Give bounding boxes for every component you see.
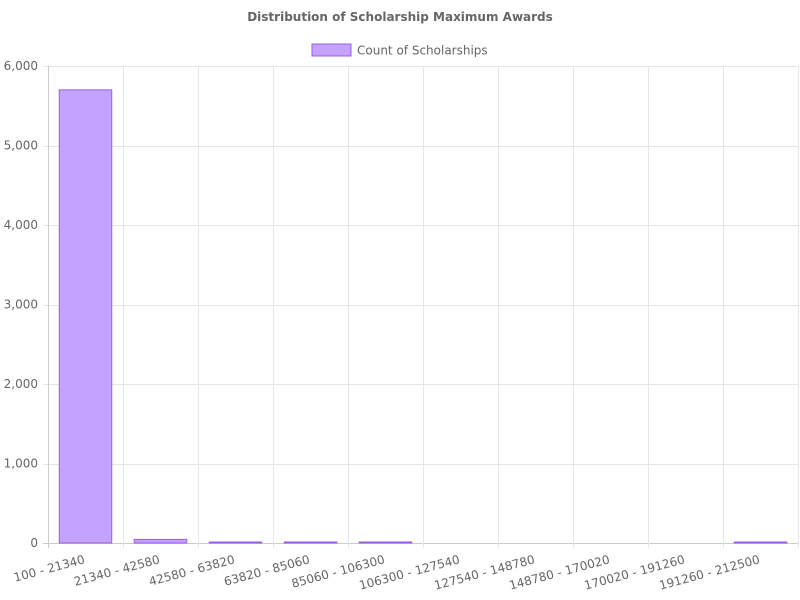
gridlines — [43, 66, 799, 548]
y-tick-label: 0 — [30, 536, 38, 550]
bar[interactable] — [58, 89, 113, 544]
y-axis-ticks: 0 1,000 2,000 3,000 4,000 5,000 6,000 — [4, 59, 38, 550]
legend[interactable]: Count of Scholarships — [311, 43, 488, 58]
legend-swatch — [311, 43, 352, 57]
y-tick-label: 6,000 — [4, 59, 38, 73]
y-tick-label: 5,000 — [4, 139, 38, 153]
bar[interactable] — [208, 541, 263, 544]
x-tick-label: 21340 - 42580 — [72, 552, 161, 588]
x-tick-label: 42580 - 63820 — [147, 552, 236, 588]
bar[interactable] — [358, 541, 413, 544]
y-tick-label: 1,000 — [4, 457, 38, 471]
y-tick-label: 4,000 — [4, 218, 38, 232]
y-tick-label: 2,000 — [4, 377, 38, 391]
bar[interactable] — [133, 538, 188, 544]
bar[interactable] — [733, 541, 788, 544]
bars — [58, 89, 788, 544]
y-tick-label: 3,000 — [4, 298, 38, 312]
legend-label: Count of Scholarships — [357, 44, 488, 58]
bar[interactable] — [283, 541, 338, 544]
chart-title: Distribution of Scholarship Maximum Awar… — [247, 10, 553, 24]
